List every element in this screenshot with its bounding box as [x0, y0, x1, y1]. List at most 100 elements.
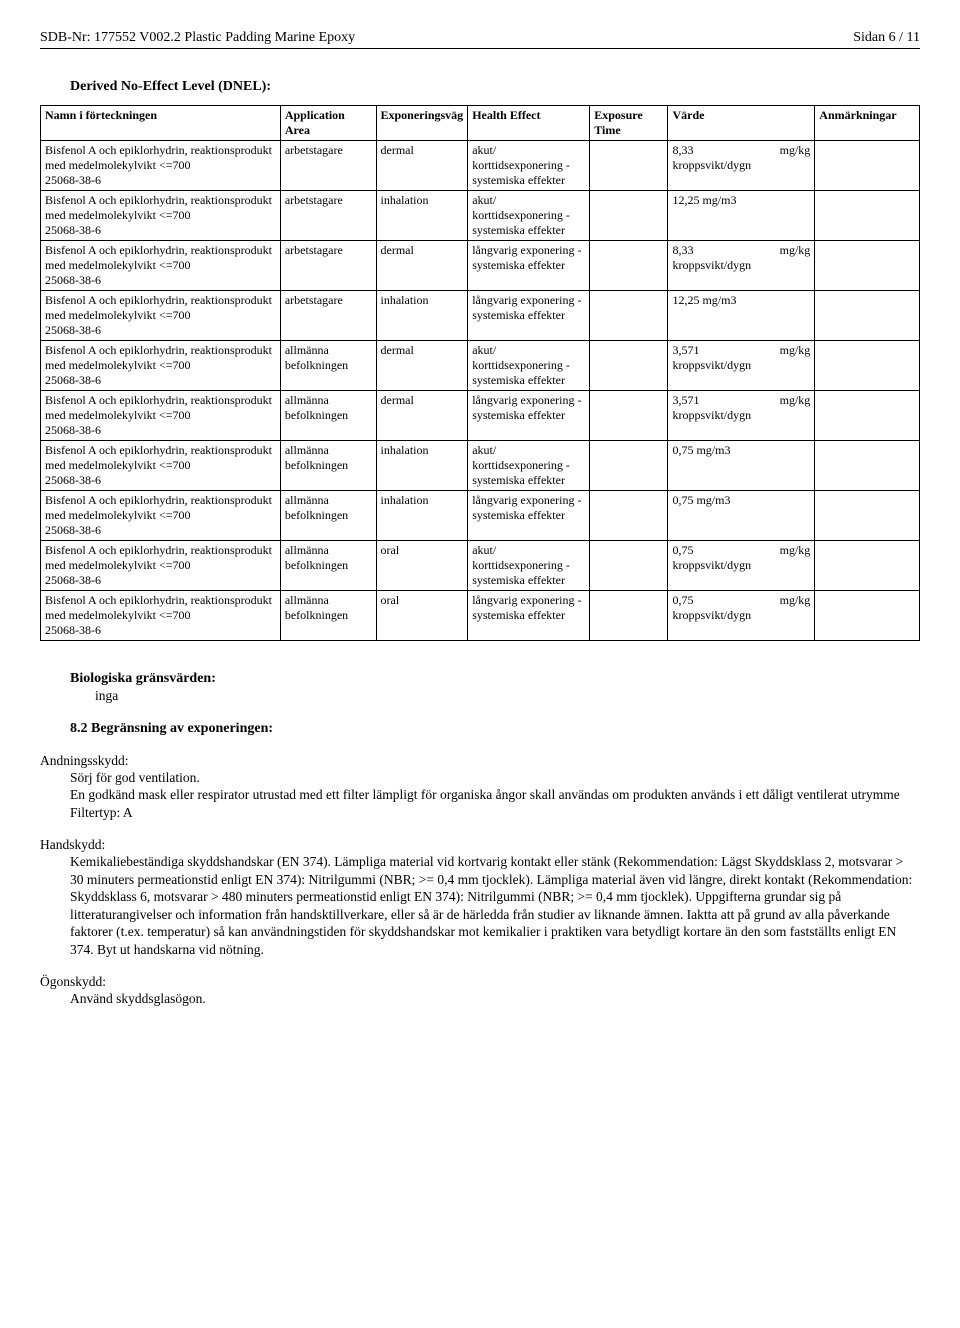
table-row: Bisfenol A och epiklorhydrin, reaktionsp… [41, 141, 920, 191]
cell-name: Bisfenol A och epiklorhydrin, reaktionsp… [41, 291, 281, 341]
cell-effect: akut/ korttidsexponering - systemiska ef… [468, 141, 590, 191]
page-header: SDB-Nr: 177552 V002.2 Plastic Padding Ma… [40, 30, 920, 46]
cell-area: arbetstagare [280, 141, 376, 191]
cell-area: allmänna befolkningen [280, 591, 376, 641]
respiratory-line1: Sörj för god ventilation. [70, 769, 920, 787]
cell-route: dermal [376, 141, 468, 191]
cell-effect: akut/ korttidsexponering - systemiska ef… [468, 191, 590, 241]
cell-route: inhalation [376, 491, 468, 541]
cell-notes [815, 191, 920, 241]
cell-effect: långvarig exponering - systemiska effekt… [468, 291, 590, 341]
respiratory-line2: En godkänd mask eller respirator utrusta… [70, 786, 920, 804]
table-row: Bisfenol A och epiklorhydrin, reaktionsp… [41, 241, 920, 291]
cell-name: Bisfenol A och epiklorhydrin, reaktionsp… [41, 241, 281, 291]
cell-route: inhalation [376, 191, 468, 241]
cell-value: 8,33mg/kgkroppsvikt/dygn [668, 241, 815, 291]
respiratory-line3: Filtertyp: A [70, 804, 920, 822]
cell-value: 0,75mg/kgkroppsvikt/dygn [668, 541, 815, 591]
cell-area: arbetstagare [280, 241, 376, 291]
cell-route: dermal [376, 341, 468, 391]
table-row: Bisfenol A och epiklorhydrin, reaktionsp… [41, 291, 920, 341]
cell-route: oral [376, 541, 468, 591]
cell-notes [815, 391, 920, 441]
table-header-row: Namn i förteckningen Application Area Ex… [41, 106, 920, 141]
cell-value: 0,75 mg/m3 [668, 491, 815, 541]
hand-heading: Handskydd: [40, 837, 920, 853]
cell-value: 12,25 mg/m3 [668, 291, 815, 341]
cell-time [590, 291, 668, 341]
cell-area: allmänna befolkningen [280, 391, 376, 441]
cell-area: allmänna befolkningen [280, 341, 376, 391]
table-row: Bisfenol A och epiklorhydrin, reaktionsp… [41, 341, 920, 391]
cell-route: oral [376, 591, 468, 641]
cell-notes [815, 241, 920, 291]
cell-name: Bisfenol A och epiklorhydrin, reaktionsp… [41, 441, 281, 491]
section-8-2-heading: 8.2 Begränsning av exponeringen: [70, 721, 920, 737]
cell-value: 8,33mg/kgkroppsvikt/dygn [668, 141, 815, 191]
header-right: Sidan 6 / 11 [853, 30, 920, 46]
cell-name: Bisfenol A och epiklorhydrin, reaktionsp… [41, 141, 281, 191]
bio-limits-heading: Biologiska gränsvärden: [70, 671, 920, 687]
th-name: Namn i förteckningen [41, 106, 281, 141]
cell-route: dermal [376, 391, 468, 441]
bio-limits-value: inga [95, 687, 920, 705]
cell-time [590, 441, 668, 491]
cell-value: 3,571mg/kgkroppsvikt/dygn [668, 341, 815, 391]
hand-text: Kemikaliebeständiga skyddshandskar (EN 3… [70, 853, 920, 958]
cell-notes [815, 491, 920, 541]
th-route: Exponeringsväg [376, 106, 468, 141]
cell-effect: akut/ korttidsexponering - systemiska ef… [468, 541, 590, 591]
cell-area: allmänna befolkningen [280, 541, 376, 591]
cell-time [590, 491, 668, 541]
cell-time [590, 241, 668, 291]
th-time: Exposure Time [590, 106, 668, 141]
cell-route: inhalation [376, 291, 468, 341]
table-row: Bisfenol A och epiklorhydrin, reaktionsp… [41, 441, 920, 491]
cell-effect: långvarig exponering - systemiska effekt… [468, 241, 590, 291]
cell-notes [815, 591, 920, 641]
th-effect: Health Effect [468, 106, 590, 141]
cell-name: Bisfenol A och epiklorhydrin, reaktionsp… [41, 491, 281, 541]
cell-area: allmänna befolkningen [280, 491, 376, 541]
cell-time [590, 341, 668, 391]
eye-text: Använd skyddsglasögon. [70, 990, 920, 1008]
cell-area: arbetstagare [280, 191, 376, 241]
cell-notes [815, 141, 920, 191]
table-row: Bisfenol A och epiklorhydrin, reaktionsp… [41, 541, 920, 591]
cell-effect: akut/ korttidsexponering - systemiska ef… [468, 341, 590, 391]
cell-name: Bisfenol A och epiklorhydrin, reaktionsp… [41, 341, 281, 391]
cell-notes [815, 341, 920, 391]
table-row: Bisfenol A och epiklorhydrin, reaktionsp… [41, 191, 920, 241]
dnel-table: Namn i förteckningen Application Area Ex… [40, 105, 920, 641]
cell-effect: långvarig exponering - systemiska effekt… [468, 491, 590, 541]
cell-value: 0,75 mg/m3 [668, 441, 815, 491]
th-value: Värde [668, 106, 815, 141]
cell-effect: långvarig exponering - systemiska effekt… [468, 591, 590, 641]
cell-notes [815, 441, 920, 491]
cell-time [590, 141, 668, 191]
cell-area: arbetstagare [280, 291, 376, 341]
cell-route: inhalation [376, 441, 468, 491]
cell-time [590, 391, 668, 441]
cell-value: 0,75mg/kgkroppsvikt/dygn [668, 591, 815, 641]
cell-effect: långvarig exponering - systemiska effekt… [468, 391, 590, 441]
dnel-title: Derived No-Effect Level (DNEL): [70, 79, 920, 95]
respiratory-heading: Andningsskydd: [40, 753, 920, 769]
cell-time [590, 591, 668, 641]
header-left: SDB-Nr: 177552 V002.2 Plastic Padding Ma… [40, 30, 355, 46]
cell-value: 12,25 mg/m3 [668, 191, 815, 241]
th-notes: Anmärkningar [815, 106, 920, 141]
cell-name: Bisfenol A och epiklorhydrin, reaktionsp… [41, 391, 281, 441]
cell-time [590, 541, 668, 591]
th-area: Application Area [280, 106, 376, 141]
table-row: Bisfenol A och epiklorhydrin, reaktionsp… [41, 391, 920, 441]
cell-name: Bisfenol A och epiklorhydrin, reaktionsp… [41, 591, 281, 641]
table-row: Bisfenol A och epiklorhydrin, reaktionsp… [41, 591, 920, 641]
cell-effect: akut/ korttidsexponering - systemiska ef… [468, 441, 590, 491]
cell-notes [815, 541, 920, 591]
cell-notes [815, 291, 920, 341]
cell-value: 3,571mg/kgkroppsvikt/dygn [668, 391, 815, 441]
cell-time [590, 191, 668, 241]
cell-name: Bisfenol A och epiklorhydrin, reaktionsp… [41, 541, 281, 591]
header-rule [40, 48, 920, 49]
